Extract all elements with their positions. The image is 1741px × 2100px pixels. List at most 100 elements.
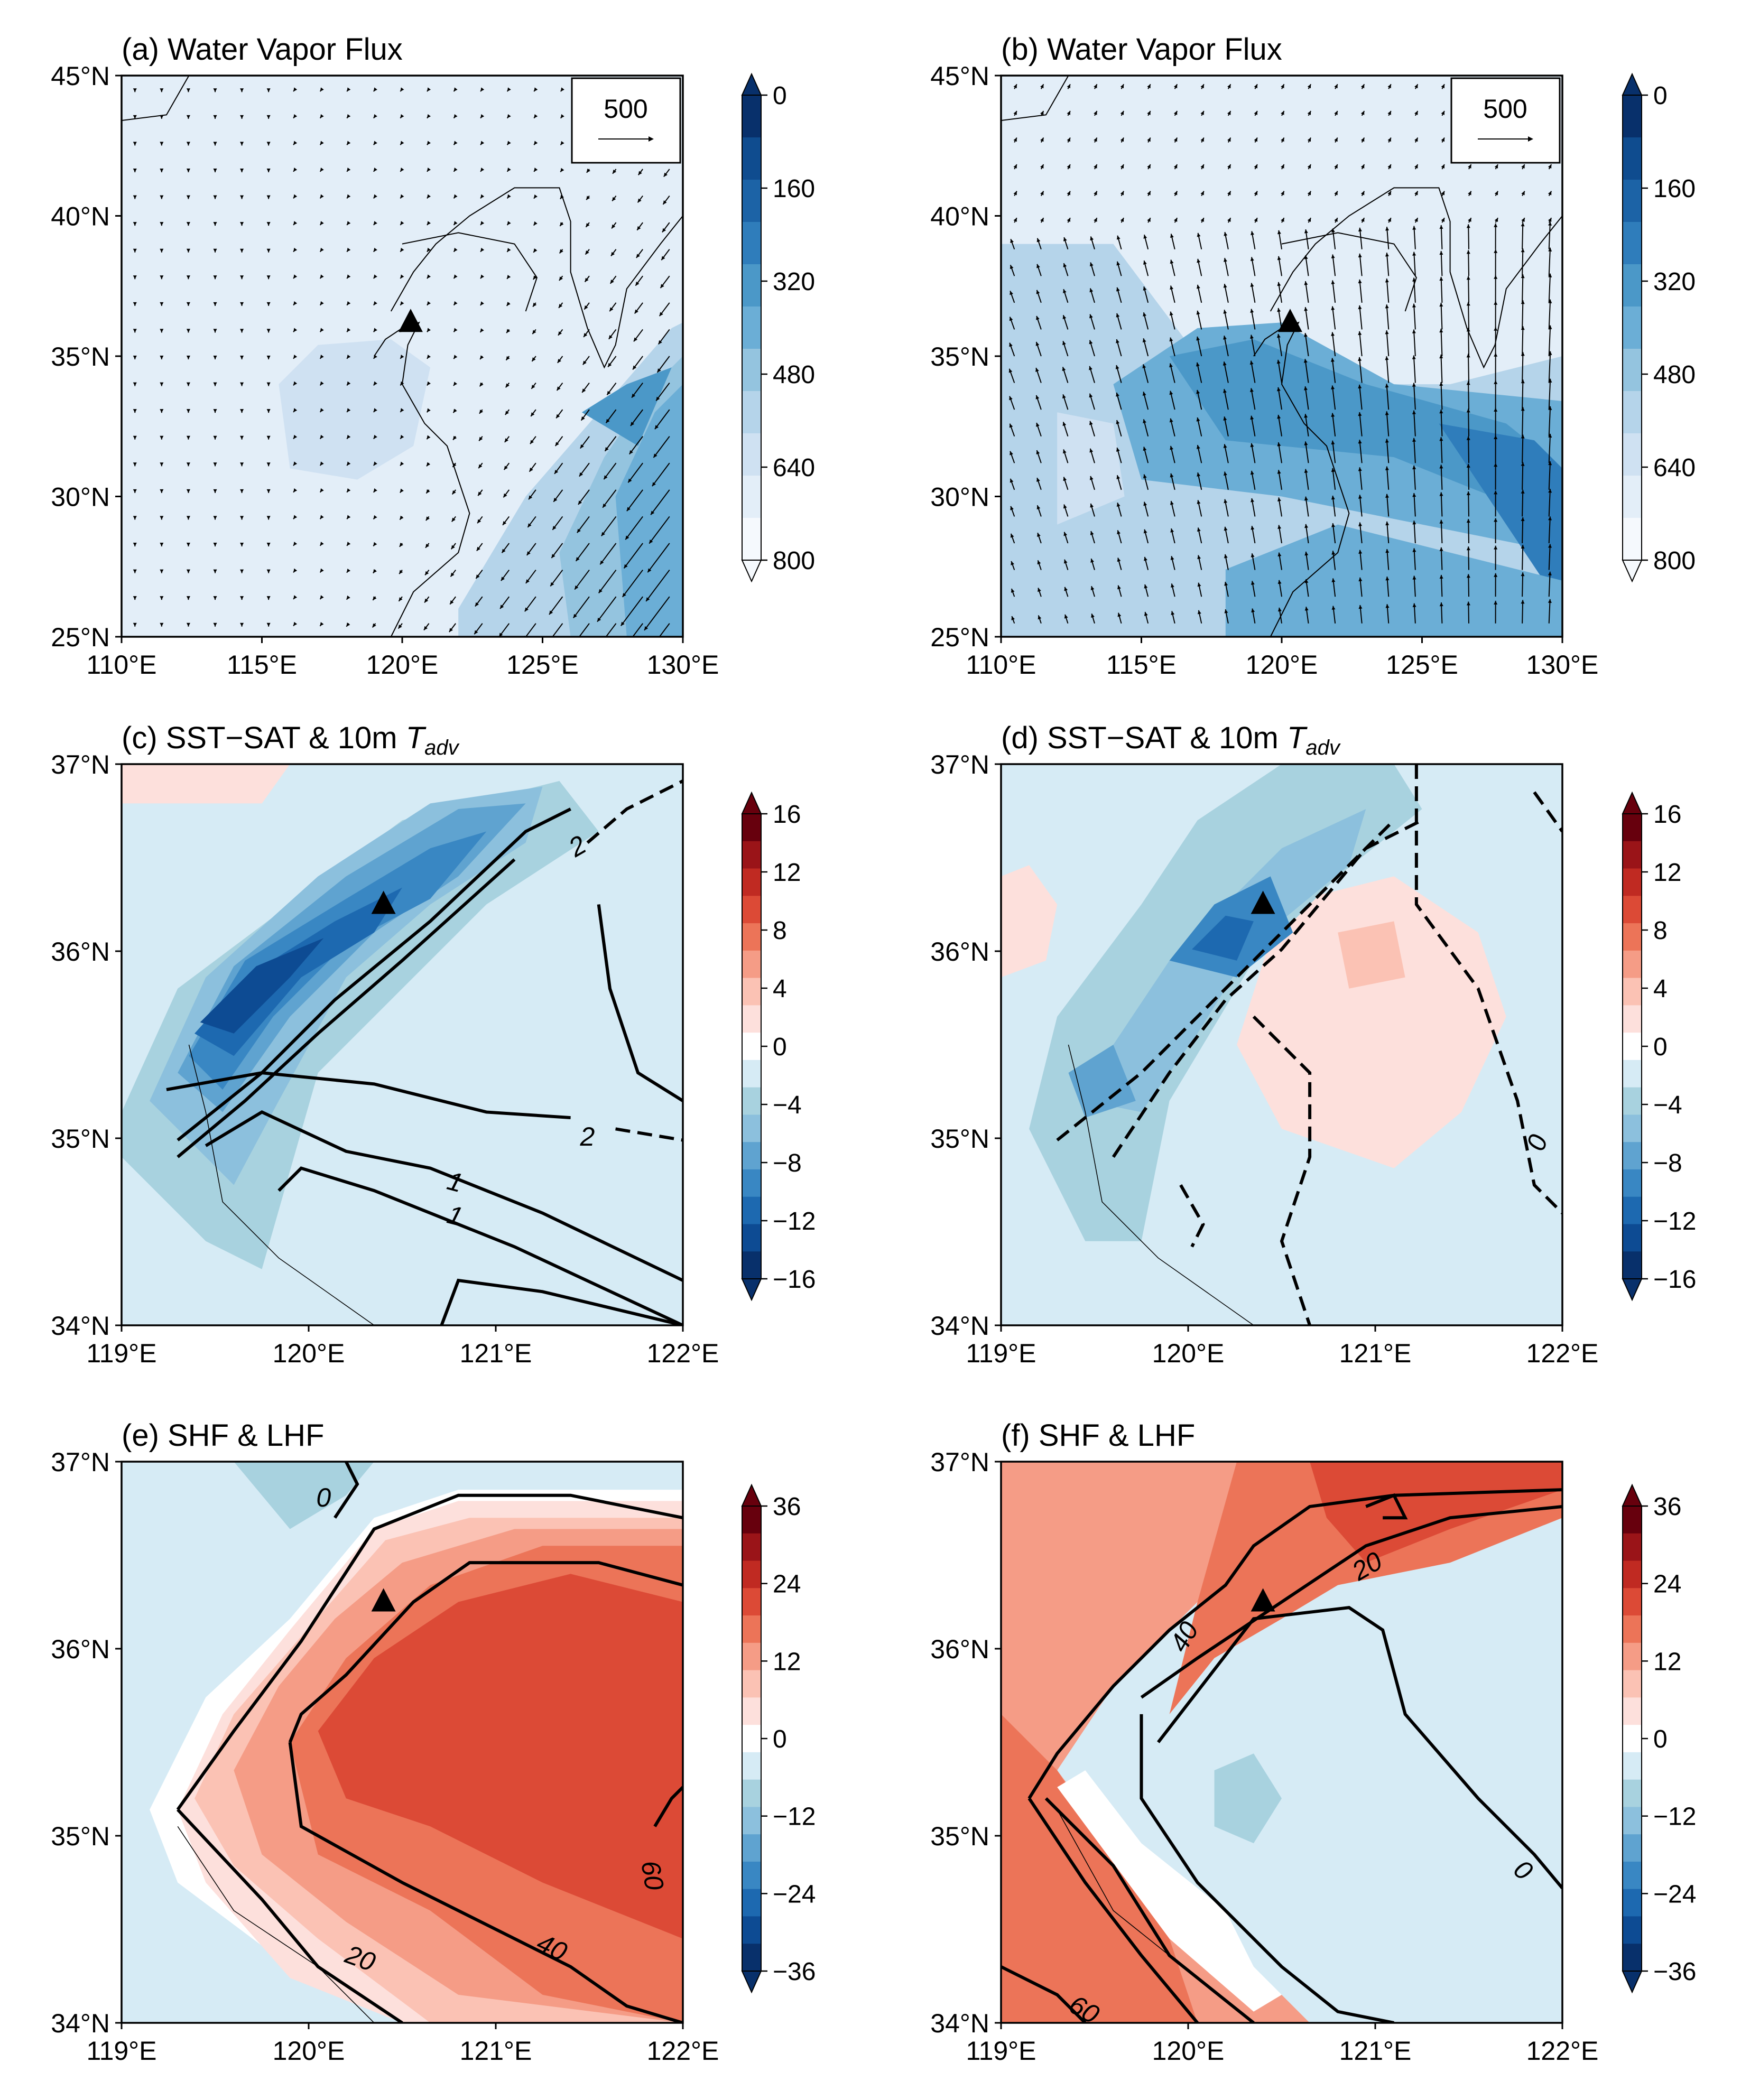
station-marker: [1251, 890, 1275, 914]
colorbar-tick-label: 0: [773, 1725, 787, 1753]
colorbar-tick-label: −12: [1653, 1803, 1696, 1831]
station-marker: [398, 309, 423, 332]
panel-c-title: (c) SST−SAT & 10m Tadv: [122, 721, 460, 759]
colorbar-tick-label: −36: [1653, 1958, 1696, 1986]
colorbar-tick-label: 0: [773, 1033, 787, 1061]
y-tick-label: 40°N: [51, 202, 110, 231]
y-tick-label: 45°N: [51, 61, 110, 91]
y-tick-label: 36°N: [930, 937, 989, 967]
colorbar-tick-label: 320: [1653, 268, 1696, 296]
y-tick-label: 25°N: [51, 622, 110, 652]
colorbar-tick-label: 160: [773, 175, 815, 203]
reference-vector-label: 500: [1483, 94, 1527, 124]
colorbar-tick-label: −36: [773, 1958, 816, 1986]
x-tick-label: 120°E: [273, 2036, 345, 2066]
y-tick-label: 35°N: [930, 1124, 989, 1154]
panel-f-axes: (f) SHF & LHF 119°E 120°E 121°E 122°E 34°N 35°…: [930, 1418, 1598, 2066]
x-tick-label: 110°E: [86, 650, 156, 680]
y-tick-label: 35°N: [930, 1822, 989, 1851]
panel-a-colorbar: 0 160 320 480 640 800: [741, 72, 815, 583]
y-tick-label: 25°N: [930, 622, 989, 652]
colorbar-tick-label: 24: [773, 1571, 801, 1599]
x-tick-label: 130°E: [1526, 650, 1599, 680]
colorbar-tick-label: 480: [1653, 361, 1696, 389]
colorbar-tick-label: 4: [1653, 975, 1668, 1003]
y-tick-label: 34°N: [51, 2009, 110, 2038]
x-tick-label: 120°E: [366, 650, 439, 680]
panel-b-colorbar: 0 160 320 480 640 800: [1622, 72, 1696, 583]
colorbar-tick-label: −24: [1653, 1880, 1696, 1908]
panel-c-axes: (c) SST−SAT & 10m Tadv 119°E 120°E 121°E 122…: [51, 721, 719, 1368]
x-tick-label: 110°E: [966, 650, 1036, 680]
x-tick-label: 125°E: [1386, 650, 1458, 680]
colorbar-tick-label: 24: [1653, 1571, 1681, 1599]
colorbar-tick-label: 8: [1653, 917, 1668, 945]
y-tick-label: 35°N: [51, 1124, 110, 1154]
colorbar-tick-label: 16: [773, 801, 801, 829]
colorbar-tick-label: −4: [773, 1091, 802, 1119]
station-marker: [371, 1588, 396, 1612]
y-tick-label: 45°N: [930, 61, 989, 91]
panel-c-colorbar: 16 12 8 4 0 −4 −8 −12 −16: [741, 791, 816, 1302]
panel-d-axes: (d) SST−SAT & 10m Tadv 119°E 120°E 121°E 122…: [930, 721, 1598, 1368]
colorbar-tick-label: 0: [1653, 1725, 1668, 1753]
y-tick-label: 36°N: [930, 1634, 989, 1664]
y-tick-label: 40°N: [930, 202, 989, 231]
vapor-flux-vectors: [1008, 83, 1552, 624]
panel-e-title: (e) SHF & LHF: [122, 1418, 325, 1453]
y-tick-label: 35°N: [51, 342, 110, 371]
panel-a-title: (a) Water Vapor Flux: [122, 32, 403, 67]
panel-a-axes: (a) Water Vapor Flux 110°E 115°E 120°E 125°E…: [51, 32, 719, 680]
y-tick-label: 37°N: [51, 1447, 110, 1477]
station-marker: [1277, 309, 1302, 332]
panel-f-title: (f) SHF & LHF: [1001, 1418, 1195, 1453]
colorbar-tick-label: −8: [773, 1149, 802, 1177]
x-tick-label: 125°E: [506, 650, 579, 680]
x-tick-label: 119°E: [966, 1339, 1036, 1368]
colorbar-tick-label: 640: [773, 454, 815, 482]
y-tick-label: 34°N: [930, 1311, 989, 1341]
y-tick-label: 37°N: [930, 1447, 989, 1477]
colorbar-tick-label: 16: [1653, 801, 1681, 829]
x-tick-label: 121°E: [1339, 1339, 1412, 1368]
panel-e-colorbar: 36 24 12 0 −12 −24 −36: [741, 1483, 816, 1994]
y-tick-label: 37°N: [930, 750, 989, 779]
colorbar-tick-label: −4: [1653, 1091, 1682, 1119]
colorbar-tick-label: −24: [773, 1880, 816, 1908]
x-tick-label: 119°E: [86, 2036, 156, 2066]
x-tick-label: 115°E: [1106, 650, 1177, 680]
panel-d-map: 0: [1001, 764, 1562, 1325]
panel-b-map: [1001, 76, 1562, 637]
colorbar-tick-label: −16: [773, 1266, 816, 1294]
x-tick-label: 130°E: [647, 650, 719, 680]
y-tick-label: 30°N: [930, 482, 989, 512]
colorbar-tick-label: 12: [773, 1648, 801, 1676]
x-tick-label: 119°E: [86, 1339, 156, 1368]
y-tick-label: 36°N: [51, 1634, 110, 1664]
x-tick-label: 120°E: [1152, 1339, 1225, 1368]
colorbar-tick-label: 320: [773, 268, 815, 296]
station-marker: [371, 890, 396, 914]
colorbar-tick-label: −8: [1653, 1149, 1682, 1177]
colorbar-tick-label: 4: [773, 975, 787, 1003]
panel-a-map: [122, 76, 683, 637]
x-tick-label: 122°E: [647, 2036, 719, 2066]
colorbar-tick-label: 800: [773, 547, 815, 575]
y-tick-label: 37°N: [51, 750, 110, 779]
x-tick-label: 122°E: [1526, 2036, 1599, 2066]
colorbar-tick-label: 160: [1653, 175, 1696, 203]
colorbar-tick-label: −12: [773, 1803, 816, 1831]
y-tick-label: 35°N: [51, 1822, 110, 1851]
reference-vector-key: 500: [571, 77, 681, 164]
panel-b-title: (b) Water Vapor Flux: [1001, 32, 1282, 67]
colorbar-tick-label: 12: [1653, 859, 1681, 887]
x-tick-label: 121°E: [460, 1339, 532, 1368]
colorbar-tick-label: 0: [1653, 82, 1668, 110]
colorbar-tick-label: −16: [1653, 1266, 1696, 1294]
colorbar-tick-label: 8: [773, 917, 787, 945]
colorbar-tick-label: −12: [773, 1207, 816, 1235]
x-tick-label: 115°E: [227, 650, 297, 680]
